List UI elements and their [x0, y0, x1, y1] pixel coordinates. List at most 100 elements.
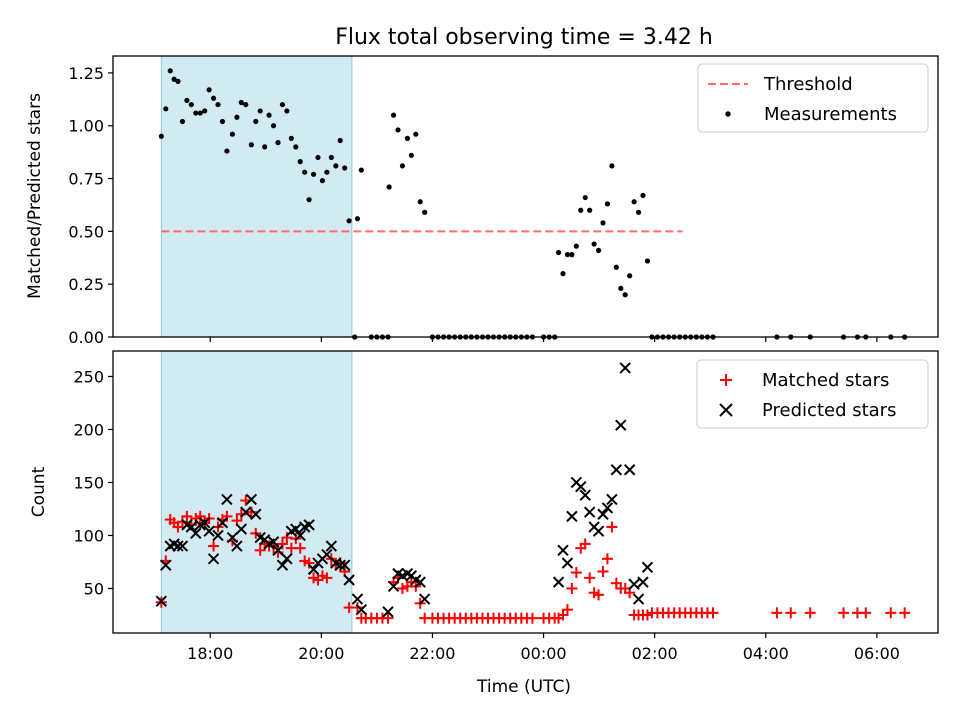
measurement-point [248, 142, 254, 148]
predicted-star-point [338, 559, 351, 571]
predicted-star-mark-b [606, 493, 618, 506]
measurement-point [197, 110, 203, 116]
matched-star-point [221, 510, 233, 522]
predicted-star-mark-b [294, 529, 306, 542]
x-tick-label: 02:00 [632, 644, 678, 663]
measurement-point [613, 264, 619, 270]
measurement-point [328, 154, 334, 161]
count-panel: 50 100 150 200 250 18:00 20:00 22:00 00:00 02:00… [29, 350, 939, 697]
predicted-star-mark-b [401, 567, 414, 580]
y-tick-label: 250 [73, 367, 104, 386]
x-tick-label: 20:00 [298, 644, 344, 663]
predicted-star-point [198, 517, 211, 529]
predicted-star-point [203, 525, 215, 537]
matched-legend-label: Matched stars [762, 370, 889, 391]
x-tick-label: 22:00 [409, 644, 455, 663]
measurement-point [573, 243, 579, 249]
count-panel-y-label: Count [29, 466, 49, 517]
predicted-star-mark-b [387, 580, 400, 593]
measurement-point [167, 68, 173, 74]
measurement-point [262, 144, 268, 150]
predicted-star-mark-b [623, 464, 636, 476]
ratio-panel-y-label: Matched/Predicted stars [25, 93, 45, 299]
predicted-star-point [610, 464, 623, 476]
x-tick-label: 06:00 [854, 644, 900, 663]
predicted-star-point [216, 517, 229, 529]
matched-star-point [194, 510, 206, 522]
predicted-star-mark-b [168, 538, 180, 550]
measurement-point [346, 218, 352, 224]
measurement-point [266, 112, 272, 118]
predicted-star-mark-b [176, 540, 189, 552]
matched-star-point [771, 607, 783, 619]
predicted-star-point [172, 540, 184, 552]
predicted-star-point [190, 527, 202, 540]
ratio-panel-x-ticks [209, 337, 878, 342]
measurement-point [644, 258, 651, 264]
predicted-star-point [185, 521, 198, 533]
ratio-panel-legend: Threshold Measurements [697, 63, 929, 133]
predicted-star-point [583, 506, 596, 518]
predicted-star-mark-b [212, 529, 224, 542]
matched-star-point [885, 607, 897, 619]
predicted-legend-label: Predicted stars [762, 400, 896, 421]
predicted-star-point [628, 578, 640, 590]
matched-star-point [351, 602, 363, 614]
predicted-star-mark-b [566, 510, 578, 523]
measurement-point [413, 131, 419, 137]
predicted-star-point [207, 553, 220, 565]
measurement-point [591, 241, 597, 247]
predicted-star-mark-b [281, 553, 293, 565]
predicted-star-point [418, 593, 431, 605]
x-tick-label: 04:00 [743, 644, 789, 663]
measurement-point [386, 184, 392, 190]
x-tick-label: 18:00 [187, 644, 233, 663]
measurement-point [622, 292, 628, 298]
predicted-star-point [155, 595, 168, 607]
predicted-star-point [307, 563, 320, 576]
predicted-star-point [267, 536, 280, 548]
predicted-star-mark-b [583, 506, 596, 518]
measurement-point [404, 135, 411, 141]
measurements-legend-label: Measurements [764, 104, 897, 125]
x-tick-label: 00:00 [521, 644, 567, 663]
measurement-point [219, 118, 226, 125]
y-tick-label: 1.00 [68, 117, 104, 136]
measurement-point [310, 171, 317, 177]
predicted-star-mark-b [290, 523, 302, 535]
predicted-star-mark-b [321, 548, 333, 561]
predicted-star-mark-b [190, 527, 202, 540]
predicted-star-point [387, 580, 400, 593]
predicted-star-mark-b [226, 531, 239, 544]
predicted-star-point [561, 557, 574, 569]
predicted-star-mark-b [392, 567, 404, 580]
predicted-star-mark-b [597, 508, 609, 520]
predicted-star-point [343, 574, 355, 586]
matched-star-point [899, 607, 911, 619]
y-tick-label: 100 [73, 526, 104, 545]
predicted-star-point [290, 523, 302, 535]
measurement-point [253, 118, 259, 125]
measurement-point [333, 163, 339, 169]
measurement-point [395, 127, 401, 133]
measurement-point [618, 285, 624, 292]
measurement-point [243, 101, 249, 108]
measurement-point [188, 101, 194, 108]
predicted-star-point [579, 489, 591, 501]
predicted-star-mark-b [351, 593, 364, 605]
predicted-star-point [221, 493, 233, 506]
predicted-star-point [575, 480, 587, 493]
measurement-point [569, 252, 575, 258]
measurement-point [408, 152, 414, 158]
measurement-point [224, 148, 230, 154]
predicted-star-point [212, 529, 224, 542]
measurement-point [215, 101, 221, 108]
count-panel-observing-window [160, 350, 353, 634]
predicted-star-mark-b [231, 540, 243, 552]
measurement-point [399, 163, 406, 169]
measurement-point [640, 192, 646, 199]
predicted-star-mark-b [216, 517, 229, 529]
measurement-point [587, 207, 593, 213]
matched-star-point [601, 553, 613, 565]
